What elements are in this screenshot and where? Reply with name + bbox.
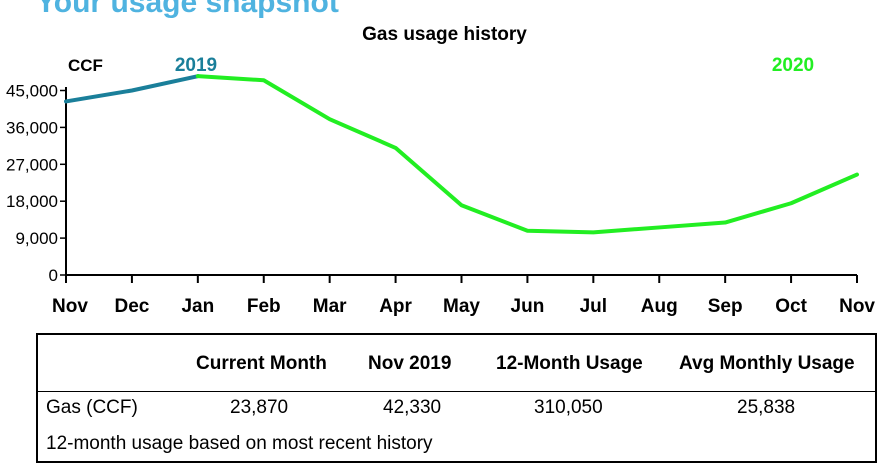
chart-title: Gas usage history — [362, 24, 527, 45]
y-tick-label: 9,000 — [15, 229, 58, 248]
x-tick-label: Jan — [181, 296, 214, 317]
y-axis-unit-label: CCF — [68, 56, 103, 75]
value-current-month: 23,870 — [230, 397, 289, 418]
usage-note: 12-month usage based on most recent hist… — [46, 433, 433, 454]
value-12-month-usage: 310,050 — [534, 397, 603, 418]
series-line-2019 — [64, 74, 200, 104]
y-ticks: 0 9,000 18,000 27,000 36,000 45,000 — [6, 82, 66, 285]
page-title: Your usage snapshot — [36, 0, 339, 19]
x-tick-label: Jul — [580, 296, 607, 317]
y-tick-label: 45,000 — [6, 82, 58, 101]
x-tick-label: Mar — [313, 296, 347, 317]
gas-usage-chart: CCF 2019 2020 0 9,000 18,000 27,000 36,000 45… — [6, 55, 875, 317]
series-line-2020 — [195, 74, 859, 235]
x-tick-label: Jun — [511, 296, 545, 317]
x-tick-label: Nov — [52, 296, 88, 317]
y-tick-label: 0 — [49, 266, 58, 285]
series-lines — [64, 74, 859, 235]
header-current-month: Current Month — [196, 353, 327, 374]
header-avg-monthly-usage: Avg Monthly Usage — [679, 353, 855, 374]
header-nov-2019: Nov 2019 — [368, 353, 452, 374]
x-tick-label: Aug — [641, 296, 678, 317]
table-divider — [38, 391, 875, 392]
x-tick-label: Nov — [839, 296, 875, 317]
y-tick-label: 36,000 — [6, 118, 58, 137]
y-tick-label: 18,000 — [6, 192, 58, 211]
usage-summary-table: Current Month Nov 2019 12-Month Usage Av… — [36, 333, 877, 463]
x-tick-label: Sep — [708, 296, 743, 317]
x-ticks: Nov Dec Jan Feb Mar Apr May Jun Jul Aug Sep Oct Nov — [52, 275, 875, 317]
x-tick-label: May — [443, 296, 480, 317]
header-12-month-usage: 12-Month Usage — [496, 353, 643, 374]
x-tick-label: Feb — [247, 296, 281, 317]
y-tick-label: 27,000 — [6, 155, 58, 174]
legend-2019: 2019 — [175, 55, 217, 76]
value-avg-monthly-usage: 25,838 — [737, 397, 796, 418]
legend-2020: 2020 — [772, 55, 814, 76]
x-tick-label: Apr — [379, 296, 412, 317]
x-tick-label: Dec — [114, 296, 149, 317]
x-tick-label: Oct — [775, 296, 807, 317]
row-label-gas: Gas (CCF) — [46, 397, 138, 418]
value-nov-2019: 42,330 — [383, 397, 442, 418]
